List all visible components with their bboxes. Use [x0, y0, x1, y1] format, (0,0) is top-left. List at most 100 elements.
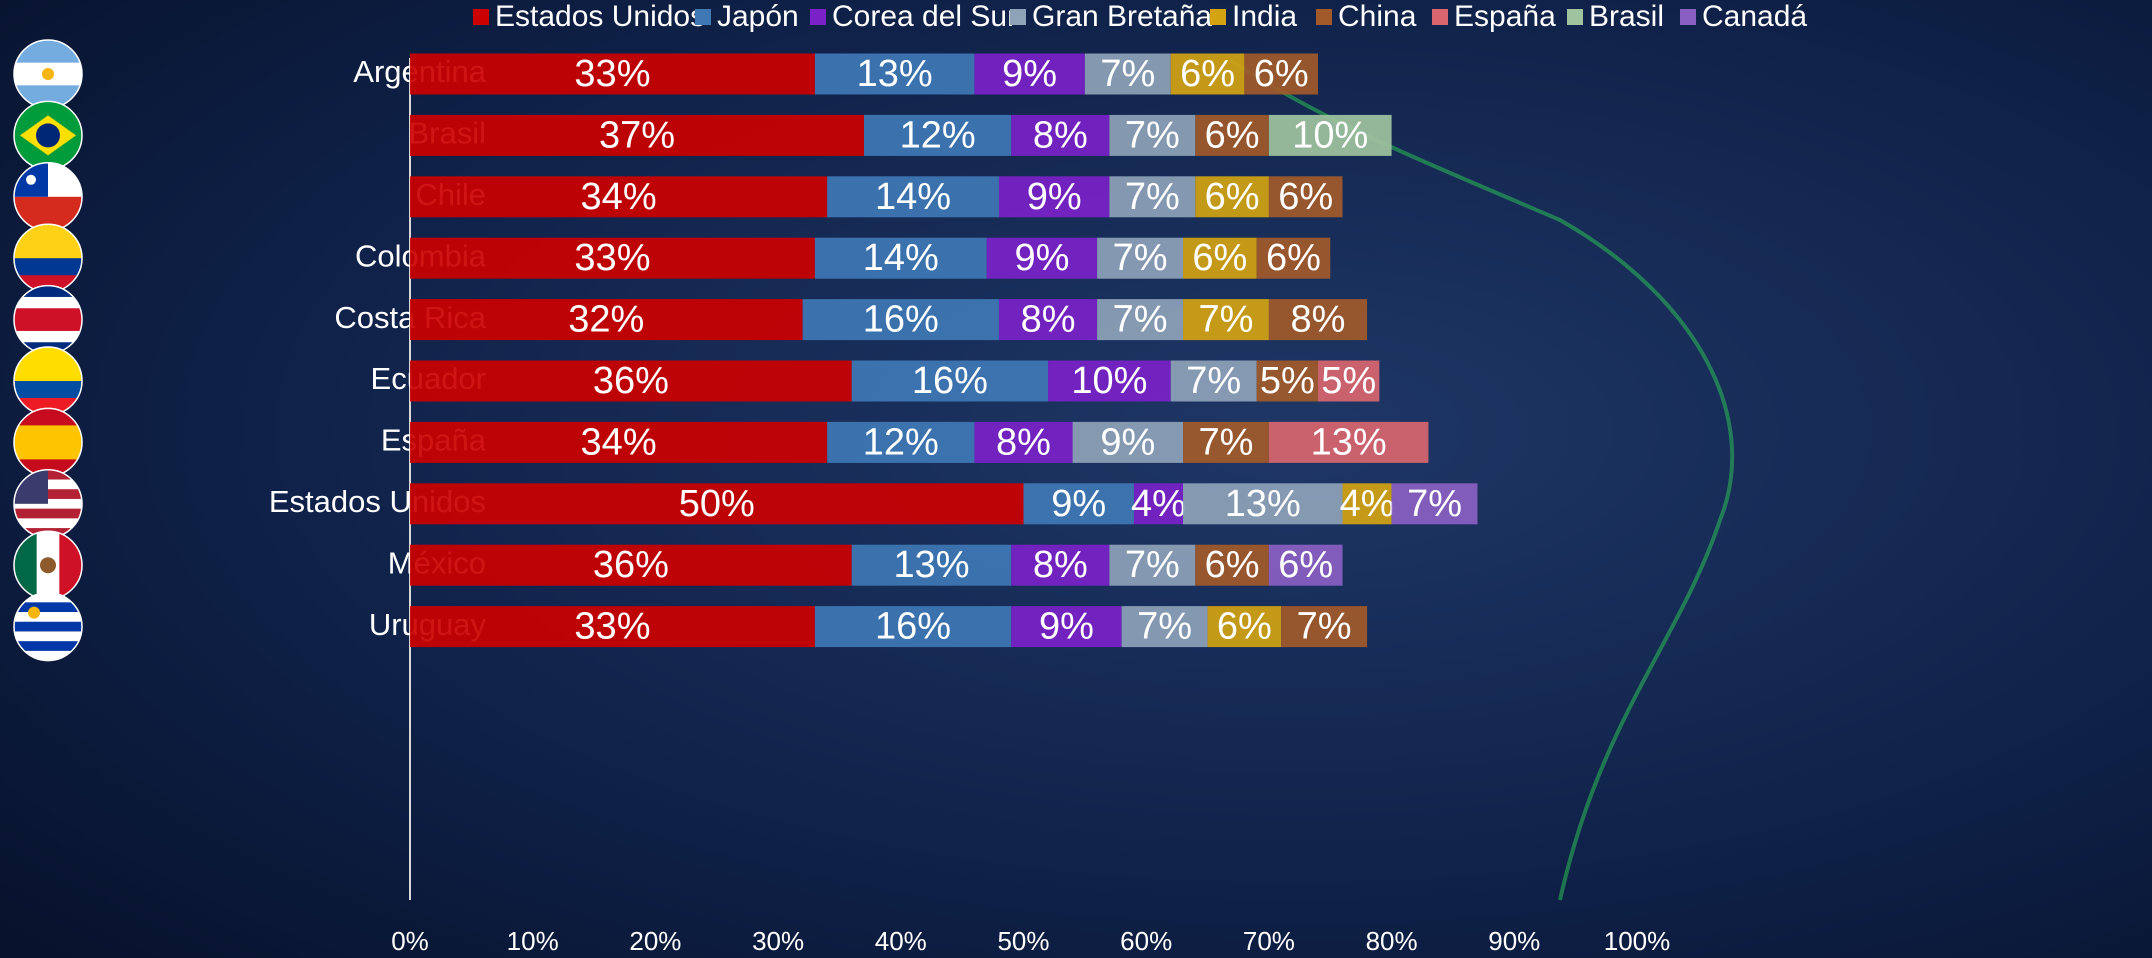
x-tick-label: 60%: [1120, 926, 1172, 956]
value-label: 4%: [1340, 483, 1395, 525]
legend-label: Canadá: [1702, 0, 1807, 33]
value-label: 10%: [1071, 360, 1147, 402]
flag: [14, 286, 82, 355]
value-label: 6%: [1180, 53, 1235, 95]
value-label: 7%: [1137, 606, 1192, 648]
legend-swatch: [1210, 9, 1226, 25]
flag: [14, 531, 83, 599]
flag-stripe: [14, 241, 82, 259]
flag: [14, 408, 82, 477]
legend-label: China: [1338, 0, 1417, 33]
value-label: 34%: [581, 421, 657, 463]
value-label: 7%: [1198, 299, 1253, 341]
x-tick-label: 20%: [629, 926, 681, 956]
value-label: 7%: [1125, 176, 1180, 218]
value-label: 14%: [863, 237, 939, 279]
flag-stripe: [14, 425, 82, 443]
value-label: 7%: [1125, 114, 1180, 156]
x-tick-label: 100%: [1604, 926, 1671, 956]
value-label: 14%: [875, 176, 951, 218]
value-label: 7%: [1297, 606, 1352, 648]
value-label: 13%: [893, 544, 969, 586]
flag-stripe: [14, 622, 82, 633]
value-label: 7%: [1113, 299, 1168, 341]
flag-stripe: [14, 297, 82, 309]
value-label: 6%: [1278, 544, 1333, 586]
value-label: 33%: [574, 606, 650, 648]
flag: [14, 101, 82, 170]
value-label: 5%: [1321, 360, 1376, 402]
legend-label: Corea del Sur: [832, 0, 1017, 33]
flag-disc: [36, 123, 60, 147]
flag: [14, 593, 82, 662]
legend-label: España: [1454, 0, 1556, 33]
value-label: 13%: [1225, 483, 1301, 525]
value-label: 9%: [1014, 237, 1069, 279]
page: Estados Unidos Japón Corea del Sur Gran Bre…: [0, 0, 2152, 958]
legend-swatch: [1432, 9, 1448, 25]
value-label: 50%: [679, 483, 755, 525]
value-label: 6%: [1205, 176, 1260, 218]
value-label: 32%: [568, 299, 644, 341]
value-label: 7%: [1198, 421, 1253, 463]
flag: [14, 163, 82, 232]
value-label: 16%: [863, 299, 939, 341]
value-label: 10%: [1292, 114, 1368, 156]
value-label: 9%: [1051, 483, 1106, 525]
value-label: 7%: [1100, 53, 1155, 95]
flag-stripe: [14, 331, 82, 343]
value-label: 8%: [1291, 299, 1346, 341]
x-tick-label: 80%: [1366, 926, 1418, 956]
x-tick-label: 90%: [1488, 926, 1540, 956]
value-label: 6%: [1266, 237, 1321, 279]
legend-swatch: [1010, 9, 1026, 25]
legend-label: Japón: [717, 0, 799, 33]
legend-swatch: [810, 9, 826, 25]
flag-stripe: [14, 381, 82, 399]
value-label: 6%: [1217, 606, 1272, 648]
value-label: 6%: [1278, 176, 1333, 218]
value-label: 8%: [1033, 114, 1088, 156]
value-label: 5%: [1260, 360, 1315, 402]
value-label: 8%: [1033, 544, 1088, 586]
value-label: 4%: [1131, 483, 1186, 525]
value-label: 6%: [1205, 544, 1260, 586]
value-label: 37%: [599, 114, 675, 156]
flag-stripe: [14, 509, 82, 520]
value-label: 12%: [863, 421, 939, 463]
legend-label: India: [1232, 0, 1297, 33]
flag-sun: [28, 607, 40, 619]
legend-swatch: [1567, 9, 1583, 25]
flag-sun: [42, 68, 54, 80]
flag-stripe: [14, 308, 82, 320]
flag: [14, 347, 82, 416]
value-label: 7%: [1186, 360, 1241, 402]
flag-stripe: [14, 320, 82, 332]
x-tick-label: 50%: [997, 926, 1049, 956]
value-label: 6%: [1254, 53, 1309, 95]
legend-swatch: [1316, 9, 1332, 25]
value-label: 6%: [1205, 114, 1260, 156]
x-tick-label: 0%: [391, 926, 429, 956]
flag: [14, 224, 82, 293]
legend-swatch: [473, 9, 489, 25]
flag-stripe: [14, 602, 82, 613]
flag-star: [26, 175, 36, 185]
value-label: 16%: [875, 606, 951, 648]
value-label: 36%: [593, 544, 669, 586]
value-label: 9%: [1039, 606, 1094, 648]
value-label: 8%: [996, 421, 1051, 463]
flag: [14, 470, 82, 539]
value-label: 13%: [1311, 421, 1387, 463]
value-label: 13%: [857, 53, 933, 95]
legend-label: Estados Unidos: [495, 0, 705, 33]
legend-swatch: [1680, 9, 1696, 25]
flag-emblem: [40, 557, 56, 573]
value-label: 33%: [574, 237, 650, 279]
flag-stripe: [14, 258, 82, 276]
legend-label: Brasil: [1589, 0, 1664, 33]
value-label: 6%: [1192, 237, 1247, 279]
flag-stripe: [14, 612, 82, 623]
value-label: 7%: [1407, 483, 1462, 525]
legend-label: Gran Bretaña: [1032, 0, 1212, 33]
